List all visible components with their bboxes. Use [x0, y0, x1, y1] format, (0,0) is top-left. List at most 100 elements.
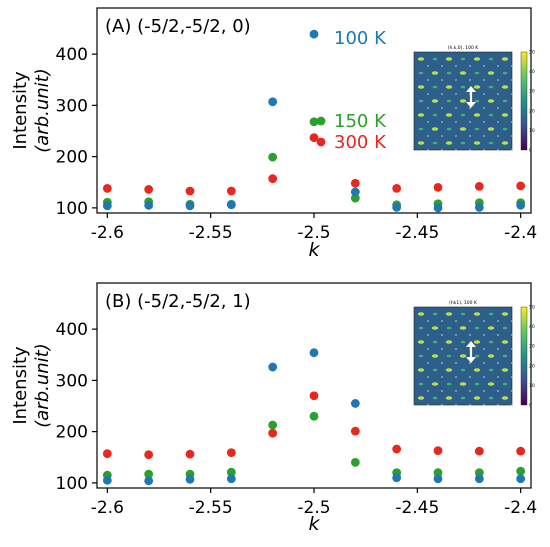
inset-weak-peak: [455, 404, 457, 406]
colorbar: [520, 306, 528, 406]
inset-peak: [502, 354, 508, 358]
inset-weak-peak: [511, 390, 513, 392]
inset-peak: [446, 127, 452, 131]
inset-weak-peak: [441, 107, 443, 109]
data-point: [516, 181, 526, 191]
data-point: [474, 468, 484, 478]
colorbar-tick-label: 10: [529, 383, 535, 389]
inset-weak-peak: [483, 376, 485, 378]
legend-marker: [316, 137, 326, 147]
data-point: [350, 399, 360, 408]
data-point: [392, 444, 402, 454]
inset-peak: [432, 113, 438, 117]
y-tick-label: 100: [56, 474, 88, 494]
inset-arrow-head-down: [466, 102, 476, 108]
inset-peak: [473, 141, 481, 145]
inset-peak: [432, 85, 438, 89]
data-point: [226, 448, 236, 458]
inset-weak-peak: [469, 390, 471, 392]
x-tick-label: -2.55: [189, 223, 233, 243]
inset-peak: [488, 85, 494, 89]
inset-weak-peak: [427, 79, 429, 81]
inset-peak: [487, 382, 495, 386]
inset-weak-peak: [511, 149, 513, 151]
inset-weak-peak: [427, 376, 429, 378]
data-point: [102, 449, 112, 459]
inset-peak: [432, 340, 438, 344]
inset-weak-peak: [483, 334, 485, 336]
data-point: [226, 200, 236, 210]
colorbar-tick-label: 0: [529, 403, 532, 409]
y-tick-label: 200: [56, 423, 88, 443]
inset-peak: [445, 85, 453, 89]
inset-weak-peak: [469, 107, 471, 109]
inset-peak: [431, 354, 439, 358]
inset-peak: [418, 127, 424, 131]
inset-peak: [502, 99, 508, 103]
colorbar-tick-label: 30: [529, 89, 535, 95]
inset-weak-peak: [441, 65, 443, 67]
legend-label: 300 K: [334, 132, 387, 153]
data-point: [102, 201, 112, 211]
inset-weak-peak: [497, 348, 499, 350]
y-axis-label: Intensity(arb.unit): [10, 68, 53, 153]
inset-weak-peak: [469, 121, 471, 123]
inset-peak: [501, 57, 509, 61]
data-point: [185, 186, 195, 196]
inset-weak-peak: [441, 404, 443, 406]
data-point: [433, 203, 443, 213]
inset-peak: [474, 99, 480, 103]
inset-weak-peak: [455, 79, 457, 81]
inset-weak-peak: [427, 362, 429, 364]
inset-peak: [445, 340, 453, 344]
inset-weak-peak: [469, 404, 471, 406]
inset-weak-peak: [469, 135, 471, 137]
inset-peak: [417, 85, 425, 89]
inset-weak-peak: [441, 390, 443, 392]
inset-peak: [474, 71, 480, 75]
inset-weak-peak: [497, 149, 499, 151]
data-point: [350, 193, 360, 203]
inset-weak-peak: [483, 404, 485, 406]
inset-weak-peak: [469, 79, 471, 81]
inset-weak-peak: [455, 334, 457, 336]
y-tick-label: 300: [56, 96, 88, 116]
inset-weak-peak: [455, 348, 457, 350]
inset-peak: [501, 368, 509, 372]
inset-weak-peak: [483, 149, 485, 151]
inset-weak-peak: [455, 121, 457, 123]
data-point: [268, 428, 278, 438]
inset-peak: [473, 396, 481, 400]
data-point: [350, 178, 360, 188]
inset-peak: [487, 71, 495, 75]
x-tick-label: -2.6: [91, 223, 124, 243]
inset-peak: [502, 71, 508, 75]
data-point: [474, 474, 484, 484]
colorbar-tick-label: 50: [529, 50, 535, 56]
inset-weak-peak: [455, 135, 457, 137]
x-tick-label: -2.5: [297, 223, 330, 243]
inset-weak-peak: [455, 390, 457, 392]
inset-peak: [446, 382, 452, 386]
inset-weak-peak: [455, 65, 457, 67]
inset-peak: [460, 340, 466, 344]
data-point: [144, 450, 154, 460]
x-tick-label: -2.6: [91, 498, 124, 518]
inset-weak-peak: [427, 121, 429, 123]
data-point: [474, 181, 484, 191]
inset-peak: [474, 326, 480, 330]
inset-weak-peak: [483, 390, 485, 392]
inset-weak-peak: [427, 320, 429, 322]
data-point: [516, 466, 526, 476]
inset-peak: [488, 340, 494, 344]
inset-weak-peak: [427, 334, 429, 336]
inset-weak-peak: [455, 362, 457, 364]
inset-weak-peak: [483, 320, 485, 322]
data-point: [516, 200, 526, 210]
inset-peak: [446, 71, 452, 75]
inset-weak-peak: [469, 65, 471, 67]
inset-peak: [445, 368, 453, 372]
inset-weak-peak: [427, 65, 429, 67]
y-tick-label: 200: [56, 148, 88, 168]
inset-weak-peak: [497, 65, 499, 67]
